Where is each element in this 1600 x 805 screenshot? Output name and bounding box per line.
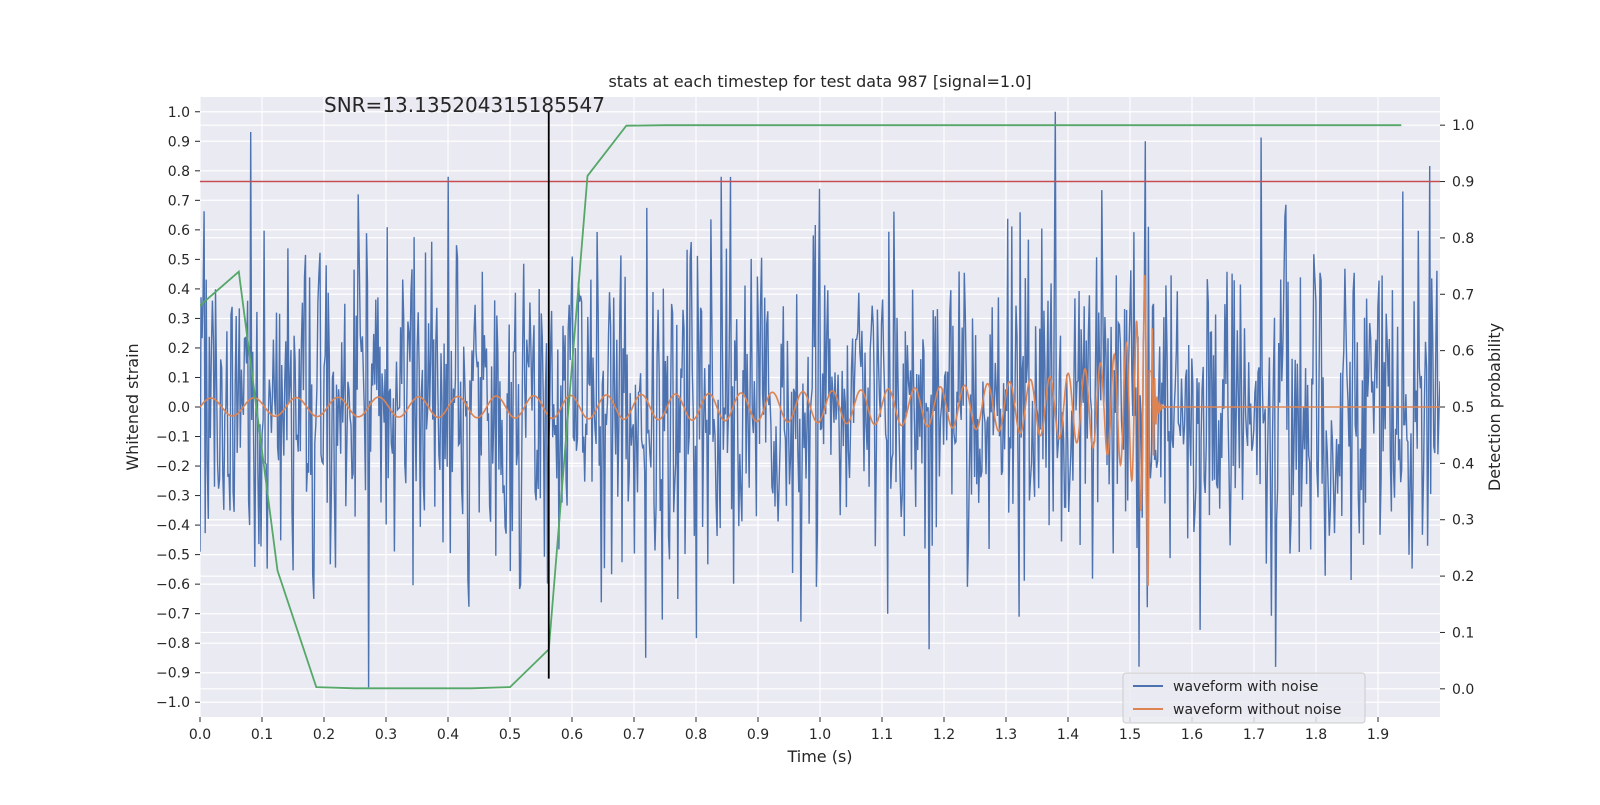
x-tick-label: 0.5 [499,727,521,743]
x-tick-label: 0.0 [189,727,211,743]
chart-title: stats at each timestep for test data 987… [608,72,1031,91]
y-tick-label-left: 0.5 [168,252,190,268]
y-tick-label-right: 0.5 [1452,400,1474,416]
x-tick-label: 1.9 [1367,727,1389,743]
y-tick-label-left: −0.8 [156,636,190,652]
x-tick-label: 1.4 [1057,727,1079,743]
y-tick-label-right: 0.3 [1452,513,1474,529]
y-tick-label-left: 1.0 [168,105,190,121]
y-tick-label-right: 0.2 [1452,569,1474,585]
plot-area [200,111,1440,690]
y-tick-label-right: 0.4 [1452,456,1474,472]
x-tick-label: 0.7 [623,727,645,743]
x-tick-label: 1.7 [1243,727,1265,743]
y-tick-label-left: −1.0 [156,695,190,711]
y-tick-label-right: 0.9 [1452,175,1474,191]
series-waveform-without-noise [200,274,1440,587]
axes: 0.0 0.1 0.2 0.3 0.4 0.5 0.6 0.7 0.8 0.9 1.0 1.1 1.2 1… [156,105,1474,743]
x-tick-label: 0.8 [685,727,707,743]
series-detection-probability [200,124,1402,690]
x-tick-label: 0.4 [437,727,459,743]
x-tick-label: 1.6 [1181,727,1203,743]
x-tick-label: 0.9 [747,727,769,743]
y-tick-label-left: −0.3 [156,489,190,505]
x-tick-label: 0.1 [251,727,273,743]
y-tick-label-right: 1.0 [1452,118,1474,134]
y-tick-label-right: 0.6 [1452,344,1474,360]
y-tick-label-left: −0.5 [156,548,190,564]
x-tick-label: 1.2 [933,727,955,743]
y-tick-label-left: 0.6 [168,223,190,239]
y-tick-label-left: 0.3 [168,311,190,327]
y-tick-label-right: 0.0 [1452,682,1474,698]
y-tick-label-left: −0.7 [156,607,190,623]
x-axis-label: Time (s) [786,747,852,766]
series-waveform-with-noise [200,111,1440,688]
legend-entry-noise: waveform with noise [1173,679,1318,695]
y-axis-label-left: Whitened strain [123,343,142,470]
y-tick-label-left: −0.9 [156,666,190,682]
y-tick-label-left: 0.8 [168,164,190,180]
x-tick-label: 1.0 [809,727,831,743]
snr-annotation: SNR=13.135204315185547 [324,93,605,117]
y-tick-label-left: −0.6 [156,577,190,593]
y-tick-label-right: 0.7 [1452,287,1474,303]
x-tick-label: 1.8 [1305,727,1327,743]
x-tick-label: 0.6 [561,727,583,743]
y-tick-label-left: 0.1 [168,370,190,386]
x-tick-label: 1.1 [871,727,893,743]
y-tick-label-right: 0.8 [1452,231,1474,247]
y-tick-label-left: 0.9 [168,134,190,150]
y-tick-label-left: 0.7 [168,193,190,209]
y-tick-label-left: 0.4 [168,282,190,298]
x-tick-label: 1.5 [1119,727,1141,743]
y-tick-label-left: −0.2 [156,459,190,475]
x-tick-label: 0.2 [313,727,335,743]
y-tick-label-left: −0.4 [156,518,190,534]
x-tick-label: 0.3 [375,727,397,743]
y-axis-label-right: Detection probability [1485,323,1504,491]
legend-box [1122,672,1366,724]
legend: waveform with noise waveform without noi… [1122,672,1366,724]
legend-entry-clean: waveform without noise [1173,702,1341,718]
x-tick-label: 1.3 [995,727,1017,743]
y-tick-label-right: 0.1 [1452,625,1474,641]
grid [199,97,1440,717]
y-tick-label-left: −0.1 [156,430,190,446]
y-tick-label-left: 0.2 [168,341,190,357]
y-tick-label-left: 0.0 [168,400,190,416]
